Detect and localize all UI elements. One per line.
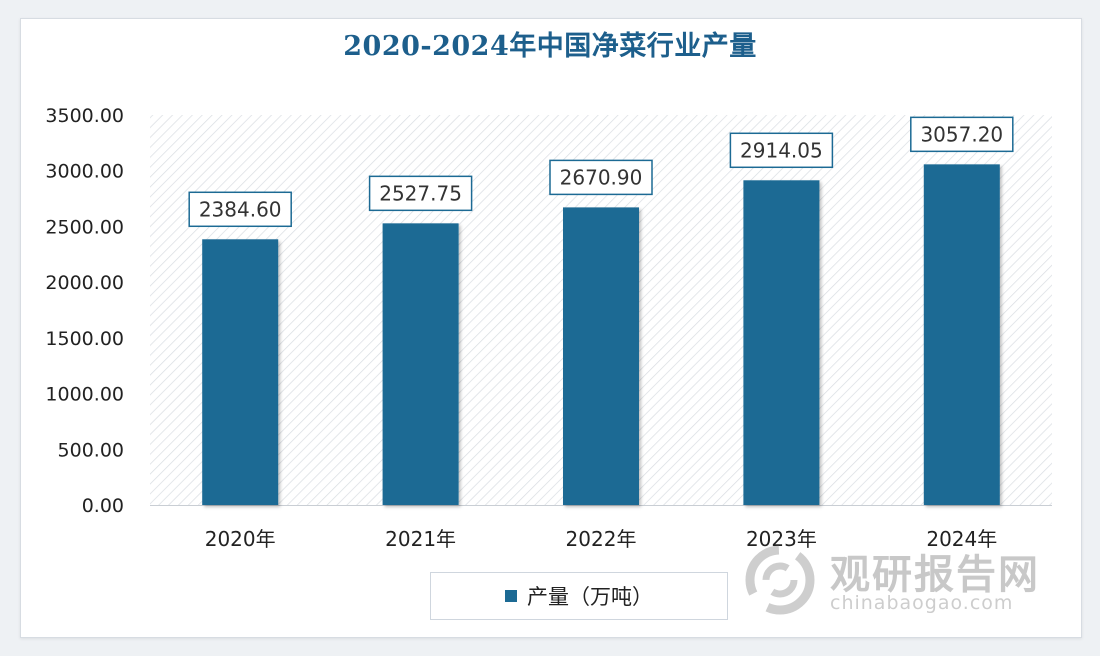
data-label-box bbox=[729, 132, 834, 169]
chart-title: 2020-2024年中国净菜行业产量 bbox=[343, 31, 757, 62]
chart-legend: 产量（万吨） bbox=[430, 572, 728, 620]
y-tick-label: 2500.00 bbox=[45, 216, 124, 238]
y-tick-label: 1000.00 bbox=[45, 384, 124, 406]
x-tick-label: 2021年 bbox=[385, 527, 456, 551]
data-label: 2384.60 bbox=[199, 197, 282, 221]
data-label-box bbox=[910, 116, 1014, 153]
data-label: 3057.20 bbox=[920, 122, 1003, 146]
x-tick-label: 2020年 bbox=[205, 527, 276, 551]
watermark: 观研报告网 chinabaogao.com bbox=[738, 540, 1058, 620]
data-label: 2527.75 bbox=[379, 181, 462, 205]
data-label-box bbox=[549, 159, 653, 196]
x-tick-label: 2024年 bbox=[926, 527, 997, 551]
swirl-logo-icon bbox=[745, 545, 815, 615]
bar bbox=[923, 164, 1000, 505]
x-tick-label: 2023年 bbox=[746, 527, 817, 551]
bar bbox=[202, 239, 279, 506]
y-tick-label: 500.00 bbox=[58, 439, 124, 461]
y-tick-label: 1500.00 bbox=[45, 328, 124, 350]
data-label-box bbox=[188, 191, 292, 228]
legend-swatch bbox=[505, 590, 517, 602]
y-tick-label: 2000.00 bbox=[45, 272, 124, 294]
y-tick-label: 0.00 bbox=[82, 495, 124, 517]
watermark-url: chinabaogao.com bbox=[830, 592, 1014, 614]
y-tick-label: 3000.00 bbox=[45, 161, 124, 183]
watermark-brand: 观研报告网 bbox=[830, 552, 1040, 598]
bar bbox=[743, 180, 820, 505]
bar bbox=[563, 207, 639, 505]
y-tick-label: 3500.00 bbox=[45, 105, 124, 127]
bar bbox=[382, 223, 459, 505]
x-tick-label: 2022年 bbox=[566, 527, 637, 551]
data-label: 2914.05 bbox=[740, 138, 823, 162]
data-label: 2670.90 bbox=[560, 165, 643, 189]
data-label-box bbox=[368, 175, 473, 212]
legend-label: 产量（万吨） bbox=[527, 585, 653, 609]
